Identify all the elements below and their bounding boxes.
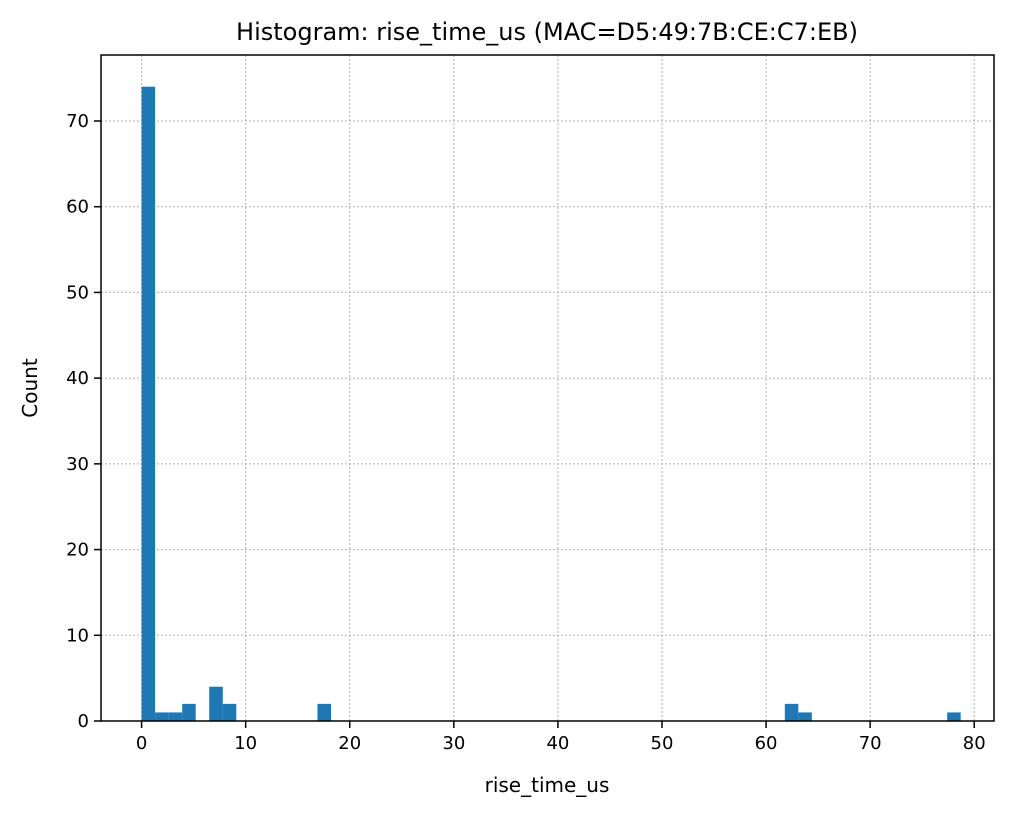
y-tick-label: 10 bbox=[66, 625, 89, 646]
x-tick-label: 50 bbox=[651, 733, 674, 754]
y-tick-label: 70 bbox=[66, 111, 89, 132]
histogram-bar bbox=[209, 686, 223, 721]
y-tick-label: 50 bbox=[66, 282, 89, 303]
histogram-bar bbox=[784, 703, 799, 721]
y-tick-label: 20 bbox=[66, 540, 89, 561]
plot-frame bbox=[100, 54, 995, 722]
histogram-bar bbox=[947, 712, 961, 721]
histogram-bar bbox=[222, 703, 237, 721]
x-tick-label: 30 bbox=[442, 733, 465, 754]
x-tick-label: 0 bbox=[136, 733, 147, 754]
x-axis-label: rise_time_us bbox=[485, 773, 610, 797]
histogram-bar bbox=[798, 712, 812, 721]
x-tick-label: 40 bbox=[546, 733, 569, 754]
y-tick-label: 40 bbox=[66, 368, 89, 389]
histogram-bar bbox=[155, 712, 169, 721]
x-tick-label: 10 bbox=[234, 733, 257, 754]
y-tick-label: 60 bbox=[66, 197, 89, 218]
x-tick-label: 20 bbox=[338, 733, 361, 754]
x-tick-label: 70 bbox=[859, 733, 882, 754]
y-tick-label: 30 bbox=[66, 454, 89, 475]
x-tick-label: 80 bbox=[963, 733, 986, 754]
histogram-bar bbox=[141, 86, 156, 721]
y-tick-label: 0 bbox=[78, 711, 89, 732]
ticks-layer: 0 10 20 30 40 50 60 70 80 0 10 20 30 40 50 60 70 bbox=[66, 111, 986, 754]
chart-title: Histogram: rise_time_us (MAC=D5:49:7B:CE… bbox=[236, 18, 858, 46]
x-tick-label: 60 bbox=[755, 733, 778, 754]
grid-layer bbox=[101, 55, 994, 722]
bars-layer bbox=[141, 86, 961, 721]
histogram-bar bbox=[317, 703, 332, 721]
histogram-bar bbox=[168, 712, 183, 721]
histogram-bar bbox=[182, 703, 196, 721]
y-axis-label: Count bbox=[18, 358, 42, 418]
